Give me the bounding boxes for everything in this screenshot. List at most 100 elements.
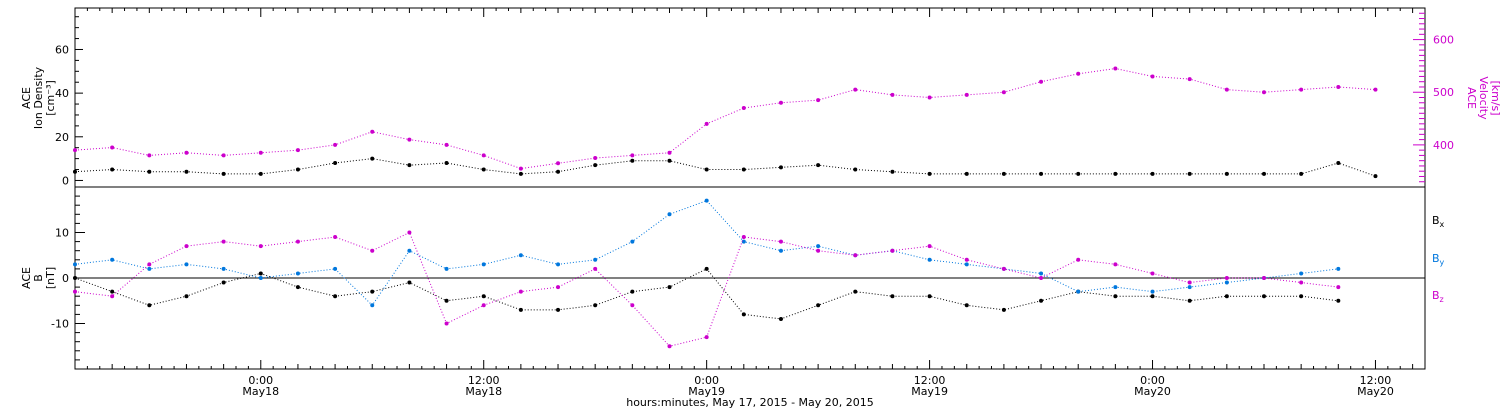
by-point [1150, 289, 1155, 294]
density-point [778, 165, 783, 170]
date-tick-label: May20 [1357, 385, 1394, 398]
date-tick-label: May20 [1134, 385, 1171, 398]
bz-point [816, 248, 821, 253]
svg-text:Bx: Bx [1432, 214, 1445, 229]
velocity-point [667, 150, 672, 155]
legend-bz-sub: z [1440, 295, 1444, 304]
bx-point-trace [74, 268, 1339, 320]
density-point [444, 160, 449, 165]
density-point [741, 167, 746, 172]
bz-point [110, 294, 115, 299]
density-point [556, 169, 561, 174]
density-point [964, 171, 969, 176]
bz-point-trace [74, 231, 1339, 347]
velocity-point [741, 106, 746, 111]
bx-point [630, 289, 635, 294]
bz-point [1336, 285, 1341, 290]
density-point [1039, 171, 1044, 176]
bx-point [1187, 298, 1192, 303]
bx-point [370, 289, 375, 294]
by-point [927, 257, 932, 262]
bz-point [1150, 271, 1155, 276]
velocity-ylabel-line3: [km/s] [1489, 80, 1500, 115]
legend-by-name: B [1432, 252, 1440, 265]
top-data-points [73, 66, 1378, 179]
velocity-ylabel-line1: ACE [1465, 87, 1478, 109]
density-point-trace [74, 158, 1376, 177]
density-point [853, 167, 858, 172]
time-tick-label: 12:00 [914, 374, 946, 387]
density-point [110, 167, 115, 172]
density-tick-label: 60 [55, 43, 69, 56]
density-point [258, 171, 263, 176]
density-ylabel-line2: Ion Density [32, 66, 45, 129]
by-point [110, 257, 115, 262]
legend-by-sub: y [1440, 258, 1445, 267]
by-point [593, 257, 598, 262]
time-tick-label: 12:00 [1360, 374, 1392, 387]
density-velocity-panel: 0 20 40 60 400 500 600 ACE Ion Density [cm⁻³]… [20, 7, 1500, 188]
by-point [258, 276, 263, 280]
density-tick-label: 20 [55, 131, 69, 144]
density-point [1150, 171, 1155, 176]
field-axis-ticks: -10 0 10 [51, 195, 85, 361]
velocity-point [110, 145, 115, 150]
bx-point [1039, 298, 1044, 303]
date-tick-label: May18 [242, 385, 279, 398]
density-point [370, 156, 375, 161]
density-point [1224, 171, 1229, 176]
density-point [147, 169, 152, 174]
velocity-point [853, 87, 858, 92]
velocity-point [295, 148, 300, 153]
bz-point [407, 230, 412, 235]
bz-point [258, 244, 263, 249]
velocity-point [481, 153, 486, 158]
field-tick-label: 10 [55, 227, 69, 240]
legend-bz-name: B [1432, 289, 1440, 302]
top-plot-frame [74, 7, 1426, 188]
density-axis-ticks: 0 20 40 60 [55, 16, 83, 187]
bx-point [1224, 294, 1229, 299]
velocity-point [518, 166, 523, 171]
by-point [1299, 271, 1304, 276]
bx-point [1001, 307, 1006, 312]
velocity-point [1150, 74, 1155, 79]
density-ylabel-line3: [cm⁻³] [44, 80, 57, 116]
velocity-point [1373, 87, 1378, 92]
velocity-ylabel-line2: Velocity [1477, 76, 1490, 120]
density-tick-label: 0 [62, 174, 69, 187]
density-point [1373, 174, 1378, 179]
velocity-axis-ticks: 400 500 600 [1413, 12, 1454, 183]
bx-point [1150, 294, 1155, 299]
density-point [667, 158, 672, 163]
density-point [1001, 171, 1006, 176]
field-ylabel-line2: B [32, 274, 45, 282]
velocity-point [1299, 87, 1304, 92]
date-tick-label: May19 [688, 385, 725, 398]
legend-bx-name: B [1432, 214, 1440, 227]
svg-text:Bz: Bz [1432, 289, 1444, 304]
density-point [518, 171, 523, 176]
time-tick-label: 12:00 [468, 374, 500, 387]
bx-point [593, 303, 598, 308]
by-point [184, 262, 189, 267]
density-point [1336, 160, 1341, 165]
velocity-point [1076, 71, 1081, 76]
velocity-point-trace [74, 68, 1376, 170]
density-point [295, 167, 300, 172]
svg-text:By: By [1432, 252, 1445, 267]
by-point-trace [74, 200, 1339, 307]
density-point [1113, 171, 1118, 176]
bz-point [741, 235, 746, 240]
by-point [964, 262, 969, 267]
by-point [481, 262, 486, 267]
bx-point [221, 280, 226, 285]
bx-point [481, 294, 486, 299]
by-point [704, 198, 709, 203]
by-point [1224, 280, 1229, 285]
bz-point [964, 257, 969, 262]
field-ylabel-line1: ACE [20, 267, 33, 289]
by-point [295, 271, 300, 276]
density-point [221, 171, 226, 176]
velocity-point [444, 142, 449, 147]
